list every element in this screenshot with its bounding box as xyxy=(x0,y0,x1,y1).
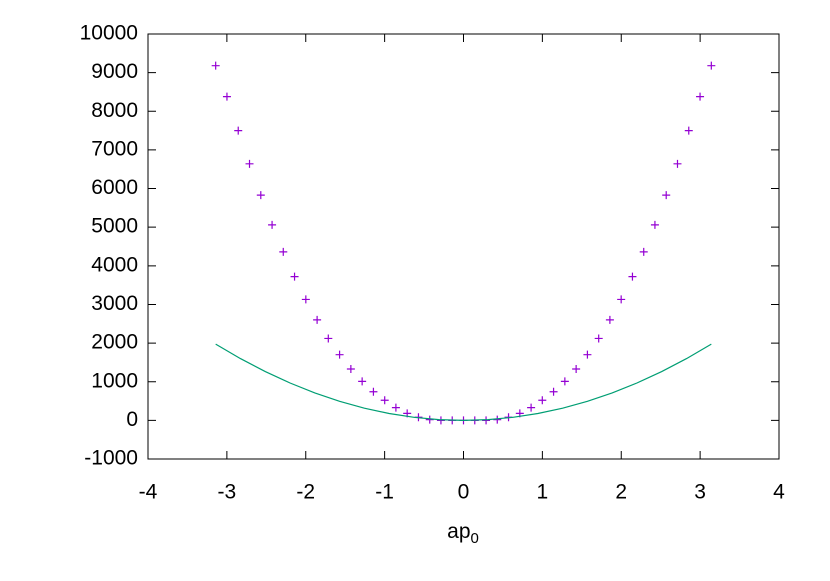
point xyxy=(684,126,693,135)
y-tick-label: 9000 xyxy=(91,60,138,83)
point xyxy=(583,350,592,359)
x-tick-label: 2 xyxy=(615,481,627,504)
point xyxy=(605,315,614,324)
curve xyxy=(215,343,712,421)
y-tick-label: 0 xyxy=(126,408,138,431)
x-label-subscript: 0 xyxy=(471,530,479,547)
point xyxy=(707,61,716,70)
point xyxy=(628,272,637,281)
y-tick-label: 8000 xyxy=(91,99,138,122)
point xyxy=(650,220,659,229)
point xyxy=(662,191,671,200)
point xyxy=(301,295,310,304)
point xyxy=(279,247,288,256)
x-tick-label: -4 xyxy=(139,481,158,504)
x-tick-label: 4 xyxy=(773,481,785,504)
x-tick-label: 1 xyxy=(537,481,549,504)
point xyxy=(290,272,299,281)
y-tick-label: 10000 xyxy=(80,22,138,45)
y-tick-label: 3000 xyxy=(91,292,138,315)
x-label-main: ap xyxy=(447,520,470,543)
y-tick-label: 2000 xyxy=(91,331,138,354)
plot-border xyxy=(147,33,780,460)
point xyxy=(436,416,445,425)
x-tick-label: 0 xyxy=(458,481,470,504)
point xyxy=(549,387,558,396)
point xyxy=(346,364,355,373)
point xyxy=(482,416,491,425)
point xyxy=(335,350,344,359)
y-tick-label: 4000 xyxy=(91,253,138,276)
point xyxy=(527,403,536,412)
y-tick-label: 5000 xyxy=(91,215,138,238)
point xyxy=(538,396,547,405)
point xyxy=(380,396,389,405)
y-tick-label: -1000 xyxy=(84,447,138,470)
y-tick-label: 7000 xyxy=(91,137,138,160)
point xyxy=(245,159,254,168)
x-tick-label: -1 xyxy=(375,481,394,504)
point xyxy=(369,387,378,396)
point xyxy=(222,92,231,101)
x-tick-label: -2 xyxy=(296,481,315,504)
point xyxy=(594,334,603,343)
point xyxy=(268,220,277,229)
point xyxy=(391,403,400,412)
point xyxy=(639,247,648,256)
point xyxy=(324,334,333,343)
point xyxy=(358,377,367,386)
point xyxy=(617,295,626,304)
point xyxy=(572,364,581,373)
point xyxy=(256,191,265,200)
y-tick-label: 6000 xyxy=(91,176,138,199)
point xyxy=(696,92,705,101)
x-tick-label: -3 xyxy=(218,481,237,504)
x-tick-label: 3 xyxy=(694,481,706,504)
x-axis-label: ap0 xyxy=(447,520,479,547)
point xyxy=(234,126,243,135)
point xyxy=(673,159,682,168)
point xyxy=(560,377,569,386)
point xyxy=(313,315,322,324)
y-tick-label: 1000 xyxy=(91,369,138,392)
point xyxy=(211,61,220,70)
